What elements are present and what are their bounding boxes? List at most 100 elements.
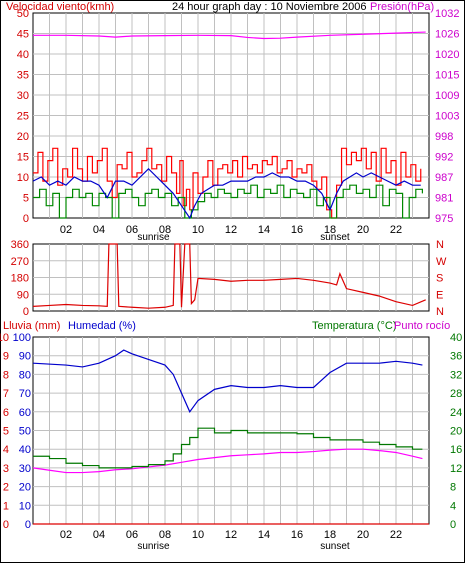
x-tick-label: 12 xyxy=(225,224,237,236)
wind-tick-label: 45 xyxy=(17,29,29,41)
temperature-axis-label: Temperatura (°C) xyxy=(312,320,397,332)
x-tick-label: 12 xyxy=(225,529,237,541)
rain-tick-label: 7 xyxy=(3,388,9,400)
wind-tick-label: 20 xyxy=(17,131,29,143)
dewpoint-line xyxy=(32,448,423,474)
pressure-tick-label: 981 xyxy=(435,193,453,205)
pressure-tick-label: 1032 xyxy=(435,8,459,20)
gust-line xyxy=(32,167,421,220)
compass-label: N xyxy=(436,306,444,318)
wind-speed-line xyxy=(33,147,422,219)
sunset-label: sunset xyxy=(320,232,350,243)
x-tick-label: 08 xyxy=(159,224,171,236)
pressure-tick-label: 1003 xyxy=(435,111,459,123)
pressure-tick-label: 1026 xyxy=(435,29,459,41)
sunrise-label: sunrise xyxy=(137,541,170,552)
humidity-tick-label: 40 xyxy=(19,444,31,456)
x-tick-label: 20 xyxy=(357,529,369,541)
rain-tick-label: 0 xyxy=(3,519,9,531)
temperature-tick-label: 36 xyxy=(450,351,462,363)
x-tick-label: 02 xyxy=(60,224,72,236)
x-tick-label: 16 xyxy=(291,224,303,236)
pressure-tick-label: 1020 xyxy=(435,49,459,61)
pressure-tick-label: 975 xyxy=(435,213,453,225)
rain-tick-label: 8 xyxy=(3,369,9,381)
dewpoint-axis-label: Punto rocío xyxy=(394,320,451,332)
x-tick-label: 10 xyxy=(192,529,204,541)
pressure-line xyxy=(33,31,426,40)
humidity-line xyxy=(32,349,423,413)
humidity-tick-label: 80 xyxy=(19,369,31,381)
direction-tick-label: 270 xyxy=(11,256,29,268)
humidity-axis-label: Humedad (%) xyxy=(68,320,136,332)
x-tick-label: 20 xyxy=(357,224,369,236)
x-tick-label: 08 xyxy=(159,529,171,541)
wind-tick-label: 40 xyxy=(17,49,29,61)
wind-tick-label: 0 xyxy=(23,213,29,225)
direction-tick-label: 180 xyxy=(11,273,29,285)
humidity-tick-label: 10 xyxy=(19,500,31,512)
humidity-tick-label: 90 xyxy=(19,351,31,363)
humidity-tick-label: 100 xyxy=(13,332,31,344)
rain-axis-label: Lluvia (mm) xyxy=(3,320,61,332)
x-tick-label: 06 xyxy=(126,529,138,541)
pressure-tick-label: 1009 xyxy=(435,90,459,102)
wind-axis-label: Velocidad viento(kmh) xyxy=(6,1,115,13)
temperature-tick-label: 24 xyxy=(450,407,462,419)
x-tick-label: 22 xyxy=(390,529,402,541)
x-tick-label: 04 xyxy=(93,224,105,236)
humidity-tick-label: 70 xyxy=(19,388,31,400)
pressure-tick-label: 998 xyxy=(435,131,453,143)
temperature-line xyxy=(33,427,423,469)
temperature-tick-label: 0 xyxy=(450,519,456,531)
x-tick-label: 04 xyxy=(93,529,105,541)
x-tick-label: 02 xyxy=(60,529,72,541)
graph-title: 24 hour graph day : 10 Noviembre 2006 xyxy=(172,1,367,13)
rain-tick-label: 3 xyxy=(3,463,9,475)
wind-tick-label: 5 xyxy=(23,193,29,205)
sunset-label: sunset xyxy=(320,541,350,552)
pressure-axis-label: Presión(hPa) xyxy=(370,1,435,13)
pressure-tick-label: 1015 xyxy=(435,70,459,82)
temperature-tick-label: 8 xyxy=(450,482,456,494)
wind-tick-label: 30 xyxy=(17,90,29,102)
humidity-tick-label: 50 xyxy=(19,426,31,438)
wind-tick-label: 10 xyxy=(17,172,29,184)
direction-tick-label: 360 xyxy=(11,239,29,251)
x-tick-label: 18 xyxy=(324,529,336,541)
wind-tick-label: 15 xyxy=(17,152,29,164)
direction-line xyxy=(32,243,426,309)
temperature-tick-label: 40 xyxy=(450,332,462,344)
direction-tick-label: 0 xyxy=(23,306,29,318)
humidity-tick-label: 30 xyxy=(19,463,31,475)
wind-tick-label: 50 xyxy=(17,8,29,20)
wind-tick-label: 25 xyxy=(17,111,29,123)
wind-tick-label: 35 xyxy=(17,70,29,82)
x-tick-label: 14 xyxy=(258,529,270,541)
humidity-tick-label: 20 xyxy=(19,482,31,494)
sunrise-label: sunrise xyxy=(137,232,170,243)
compass-label: S xyxy=(436,273,443,285)
temperature-tick-label: 28 xyxy=(450,388,462,400)
pressure-tick-label: 987 xyxy=(435,172,453,184)
temperature-tick-label: 20 xyxy=(450,426,462,438)
compass-label: W xyxy=(436,256,447,268)
x-tick-label: 18 xyxy=(324,224,336,236)
rain-tick-label: 5 xyxy=(3,426,9,438)
direction-tick-label: 90 xyxy=(17,289,29,301)
temperature-tick-label: 32 xyxy=(450,369,462,381)
rain-tick-label: 4 xyxy=(3,444,9,456)
rain-tick-label: 10 xyxy=(0,332,9,344)
humidity-tick-label: 60 xyxy=(19,407,31,419)
x-tick-label: 10 xyxy=(192,224,204,236)
temperature-tick-label: 4 xyxy=(450,500,456,512)
x-tick-label: 14 xyxy=(258,224,270,236)
wind-average-line xyxy=(33,184,423,219)
compass-label: N xyxy=(436,239,444,251)
compass-label: E xyxy=(436,289,443,301)
rain-tick-label: 6 xyxy=(3,407,9,419)
x-tick-label: 22 xyxy=(390,224,402,236)
x-tick-label: 06 xyxy=(126,224,138,236)
rain-tick-label: 2 xyxy=(3,482,9,494)
